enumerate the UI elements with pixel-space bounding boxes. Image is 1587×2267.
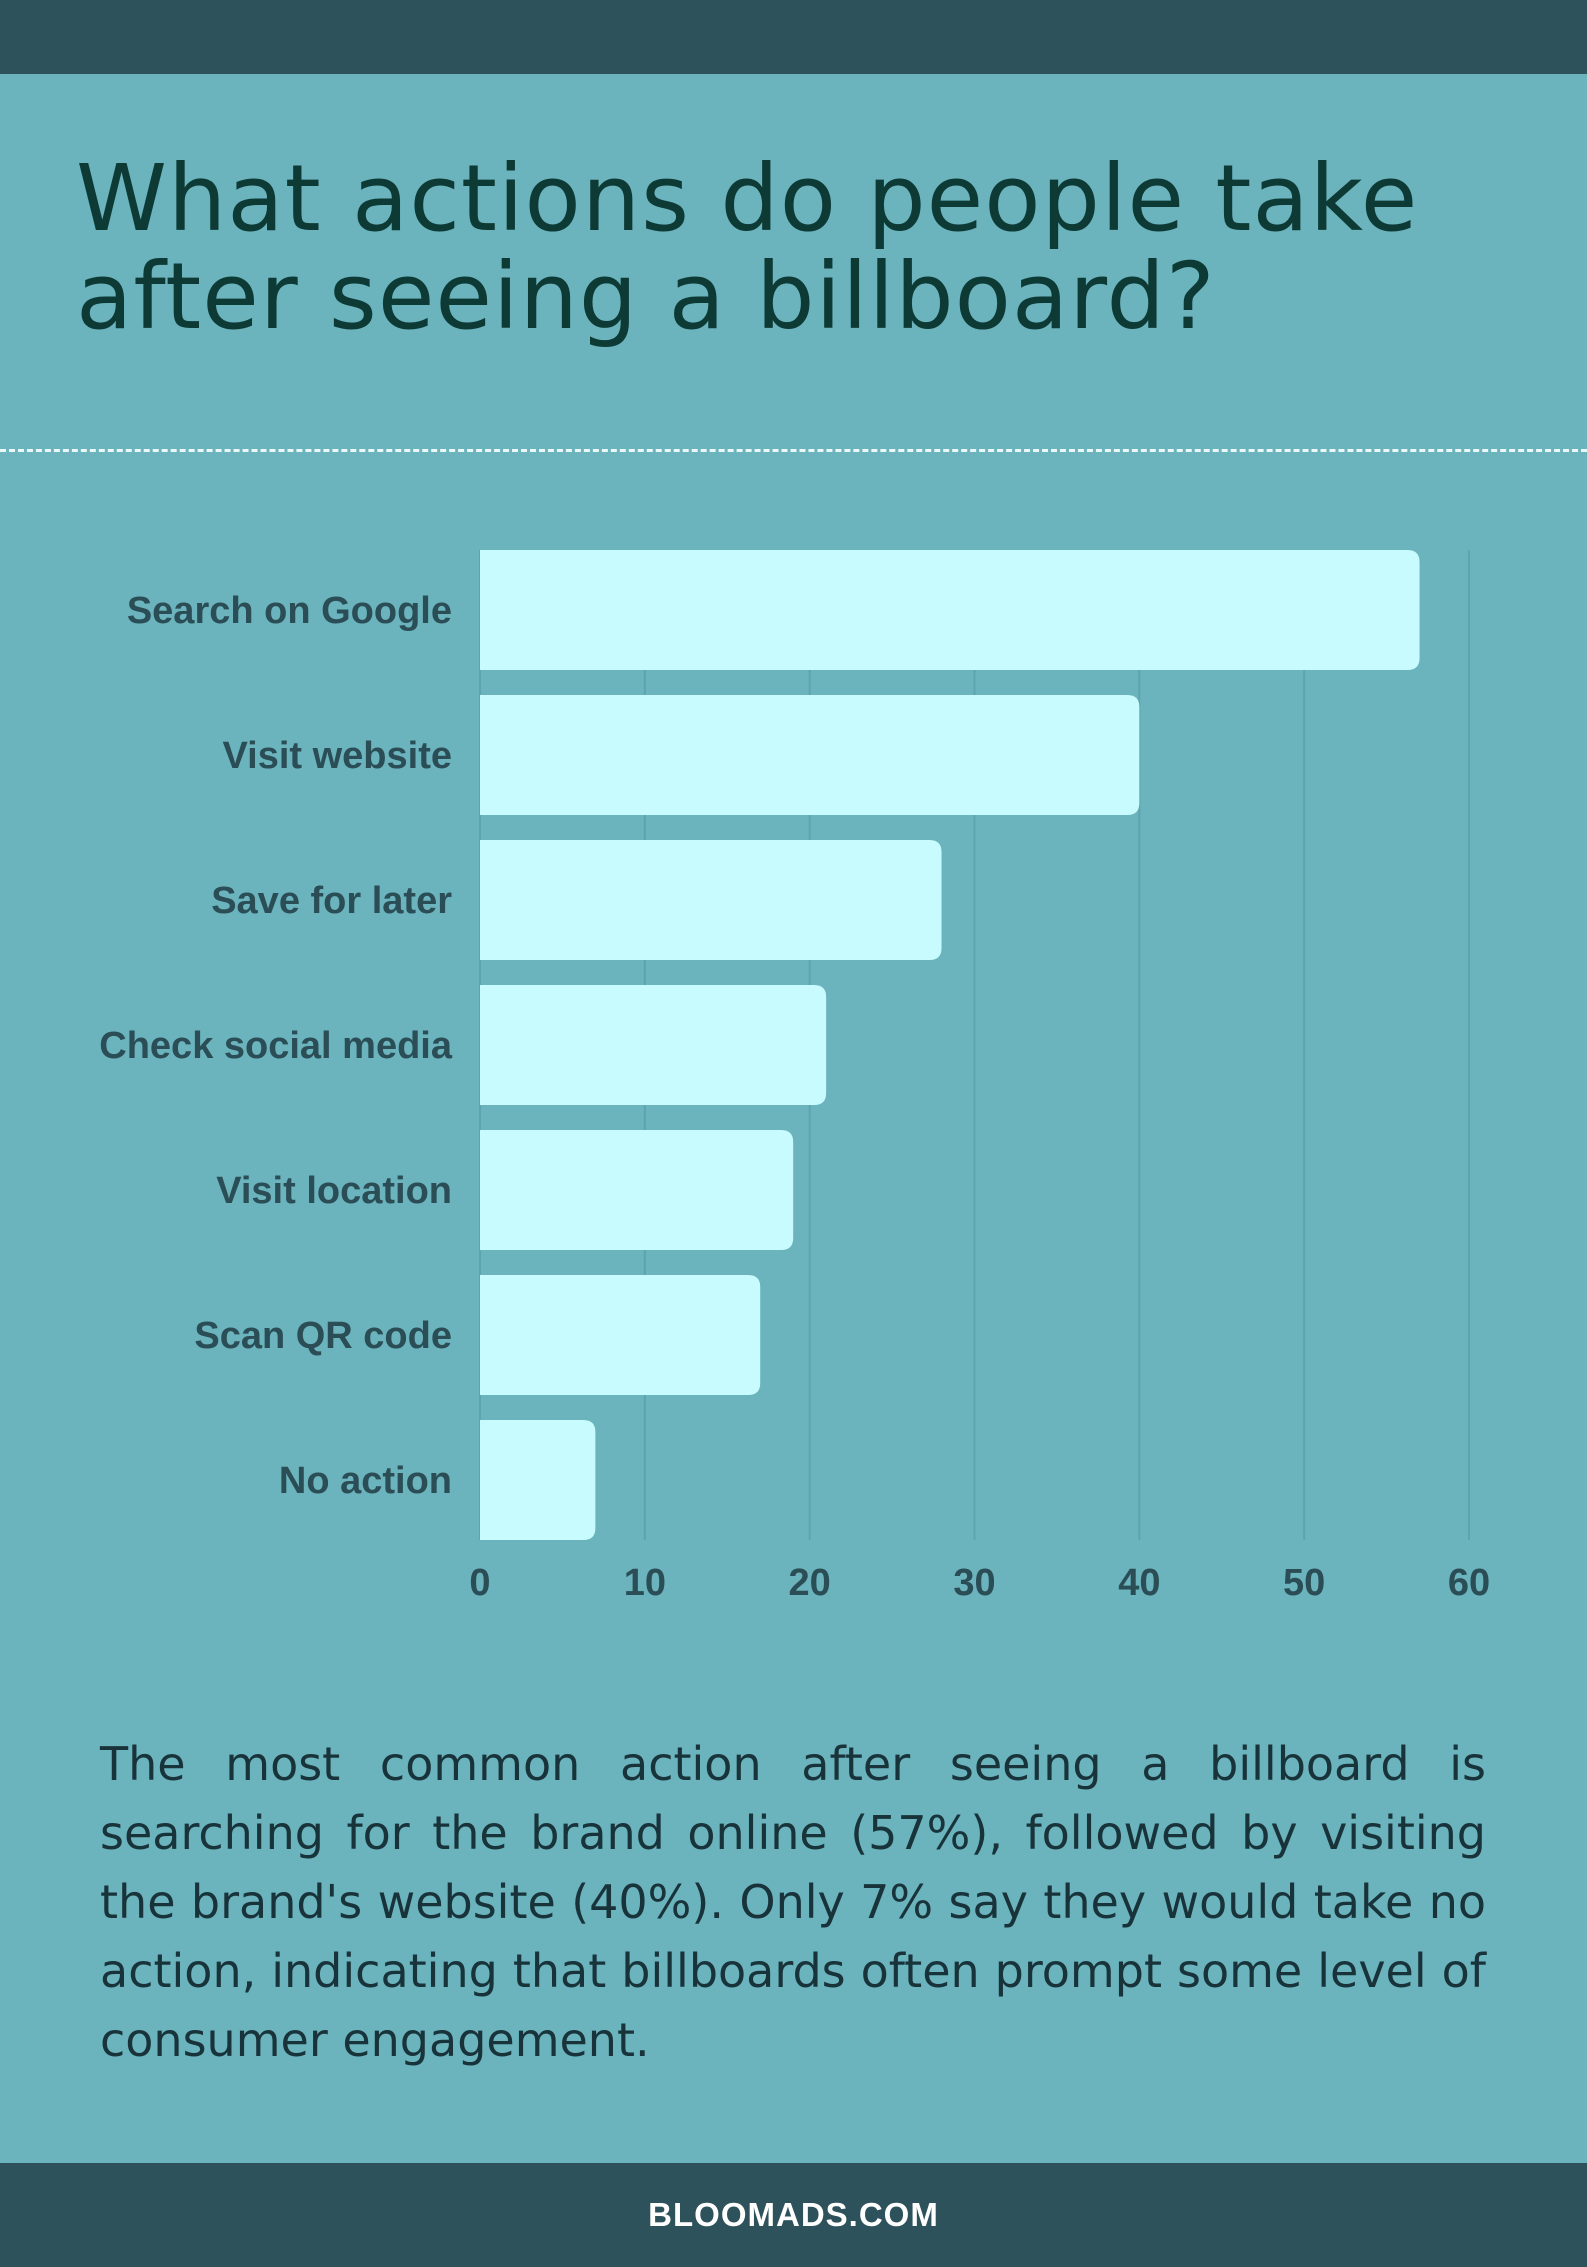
bar-save-for-later	[480, 840, 942, 960]
top-band	[0, 0, 1587, 74]
category-label-visit-location: Visit location	[216, 1170, 452, 1212]
category-label-no-action: No action	[279, 1460, 452, 1502]
chart-title: What actions do people take after seeing…	[76, 145, 1419, 350]
bar-layer	[480, 550, 1420, 1540]
category-label-save-for-later: Save for later	[211, 880, 452, 922]
category-label-search-on-google: Search on Google	[127, 590, 452, 632]
footer-site-link[interactable]: BLOOMADS.COM	[648, 2196, 939, 2233]
x-tick-label-60: 60	[1448, 1562, 1490, 1604]
bar-visit-website	[480, 695, 1140, 815]
bar-no-action	[480, 1420, 596, 1540]
footer-band: BLOOMADS.COM	[0, 2163, 1587, 2267]
x-tick-label-30: 30	[953, 1562, 995, 1604]
x-axis-tick-layer: 0 10 20 30 40 50 60	[469, 1562, 1490, 1604]
x-tick-label-0: 0	[469, 1562, 490, 1604]
bar-chart: Search on Google Visit website Save for la…	[99, 550, 1490, 1604]
x-tick-label-10: 10	[624, 1562, 666, 1604]
bar-visit-location	[480, 1130, 794, 1250]
category-label-scan-qr-code: Scan QR code	[194, 1315, 452, 1357]
bar-scan-qr-code	[480, 1275, 761, 1395]
category-label-visit-website: Visit website	[222, 735, 452, 777]
category-label-check-social-media: Check social media	[99, 1025, 453, 1067]
dashed-divider	[0, 449, 1587, 452]
bar-search-on-google	[480, 550, 1420, 670]
category-label-layer: Search on Google Visit website Save for la…	[99, 590, 453, 1502]
x-tick-label-40: 40	[1118, 1562, 1160, 1604]
bar-check-social-media	[480, 985, 827, 1105]
x-tick-label-50: 50	[1283, 1562, 1325, 1604]
x-tick-label-20: 20	[789, 1562, 831, 1604]
chart-description: The most common action after seeing a bi…	[100, 1737, 1486, 2067]
